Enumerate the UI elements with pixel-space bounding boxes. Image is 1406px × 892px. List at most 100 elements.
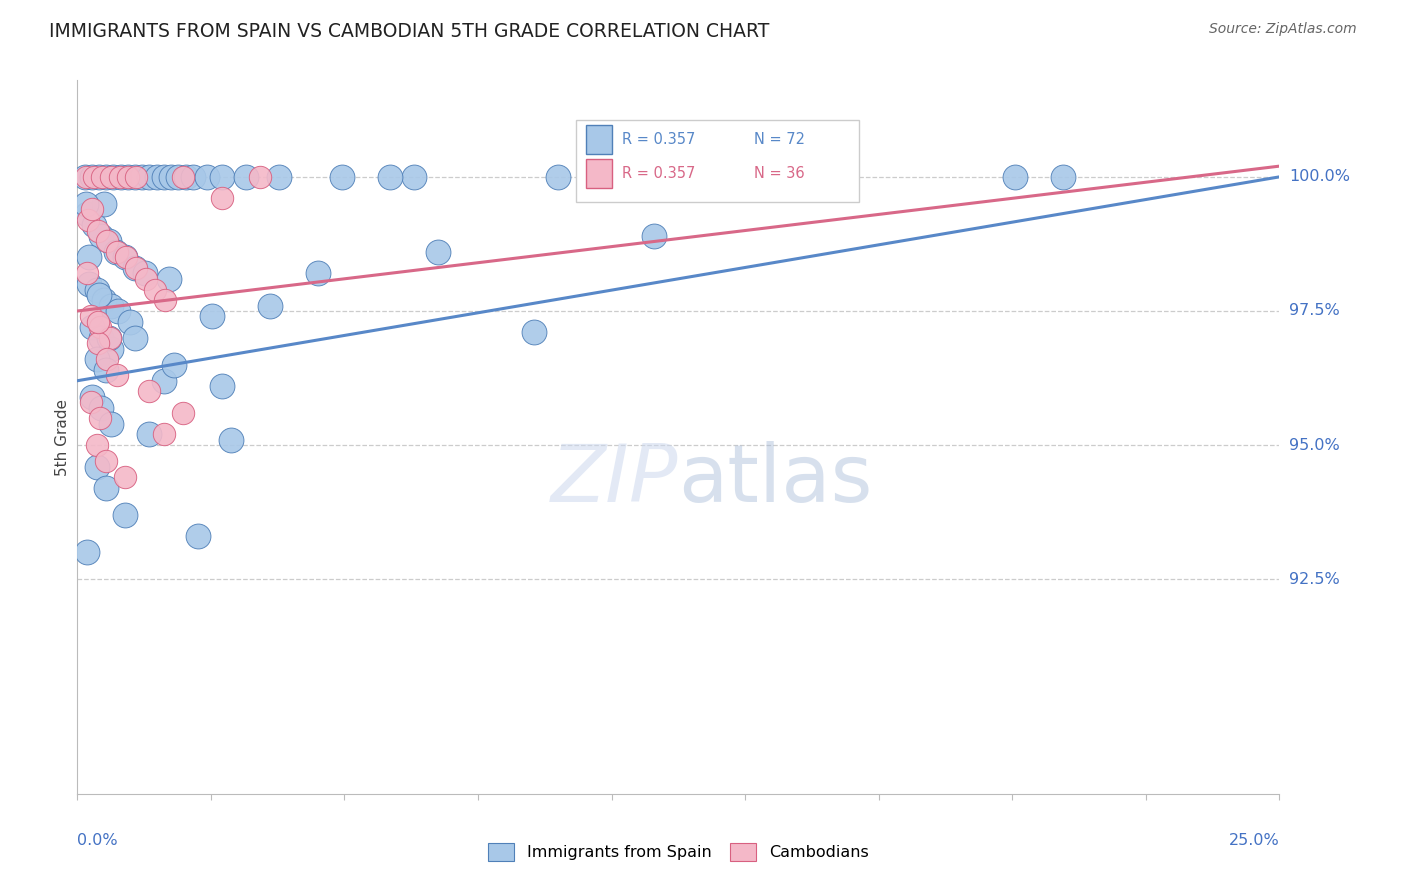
Text: 100.0%: 100.0% xyxy=(1289,169,1350,185)
Point xyxy=(96,169,118,184)
Point xyxy=(307,267,329,281)
Point xyxy=(138,169,160,184)
Bar xyxy=(586,125,612,153)
Point xyxy=(172,169,194,184)
Text: R = 0.357: R = 0.357 xyxy=(621,132,696,147)
Bar xyxy=(586,160,612,188)
Point xyxy=(153,374,176,388)
Point xyxy=(115,250,138,264)
Point xyxy=(235,169,257,184)
Point xyxy=(107,304,129,318)
Point xyxy=(211,379,233,393)
Text: 97.5%: 97.5% xyxy=(1289,303,1340,318)
Text: 95.0%: 95.0% xyxy=(1289,438,1340,452)
Point xyxy=(114,250,136,264)
Point xyxy=(105,368,128,383)
Point xyxy=(153,427,176,442)
Point xyxy=(103,169,125,184)
Point xyxy=(181,169,204,184)
Point xyxy=(76,545,98,559)
Point xyxy=(125,261,148,276)
Point xyxy=(153,293,176,308)
Point xyxy=(162,358,184,372)
Point xyxy=(105,244,128,259)
Text: 92.5%: 92.5% xyxy=(1289,572,1340,587)
Point xyxy=(763,169,786,184)
Legend: Immigrants from Spain, Cambodians: Immigrants from Spain, Cambodians xyxy=(488,844,869,861)
Point xyxy=(104,244,127,259)
Point xyxy=(86,336,108,351)
Point xyxy=(76,207,98,221)
Point xyxy=(249,169,271,184)
Text: atlas: atlas xyxy=(679,441,873,519)
Point xyxy=(86,223,108,237)
Text: 25.0%: 25.0% xyxy=(1229,833,1279,848)
Point xyxy=(135,272,157,286)
Point xyxy=(100,169,122,184)
Point xyxy=(120,315,142,329)
Point xyxy=(547,169,569,184)
Point xyxy=(86,438,108,452)
Text: IMMIGRANTS FROM SPAIN VS CAMBODIAN 5TH GRADE CORRELATION CHART: IMMIGRANTS FROM SPAIN VS CAMBODIAN 5TH G… xyxy=(49,22,769,41)
Point xyxy=(86,315,108,329)
Point xyxy=(134,267,156,281)
Point xyxy=(100,299,122,313)
Point xyxy=(117,169,139,184)
Text: Source: ZipAtlas.com: Source: ZipAtlas.com xyxy=(1209,22,1357,37)
Point xyxy=(131,169,153,184)
Y-axis label: 5th Grade: 5th Grade xyxy=(55,399,70,475)
Point xyxy=(145,169,167,184)
Point xyxy=(157,272,180,286)
Point xyxy=(80,320,103,334)
Point xyxy=(90,401,112,415)
Point xyxy=(100,342,122,356)
Point xyxy=(108,169,131,184)
Point xyxy=(75,196,97,211)
Point xyxy=(79,277,101,292)
Point xyxy=(378,169,401,184)
Point xyxy=(167,169,190,184)
Point xyxy=(86,283,108,297)
Point xyxy=(86,352,108,367)
Point xyxy=(172,406,194,420)
Point xyxy=(124,261,146,276)
Point xyxy=(174,169,197,184)
Point xyxy=(89,320,111,334)
Text: R = 0.357: R = 0.357 xyxy=(621,166,696,181)
Point xyxy=(219,433,242,447)
Point xyxy=(80,310,103,324)
Point xyxy=(79,250,101,264)
Point xyxy=(93,196,115,211)
Point xyxy=(77,212,100,227)
Point xyxy=(87,169,110,184)
Point xyxy=(76,267,98,281)
Point xyxy=(643,228,665,243)
Point xyxy=(1004,169,1026,184)
Point xyxy=(75,169,97,184)
Point xyxy=(80,169,103,184)
Point xyxy=(96,352,118,367)
Point xyxy=(330,169,353,184)
Point xyxy=(259,299,281,313)
Point xyxy=(96,363,118,377)
Point xyxy=(90,331,112,345)
Point xyxy=(86,459,108,474)
Point xyxy=(124,331,146,345)
Point xyxy=(97,234,120,248)
Point xyxy=(124,169,146,184)
Point xyxy=(83,169,105,184)
Point xyxy=(98,331,121,345)
Text: 0.0%: 0.0% xyxy=(77,833,118,848)
Point xyxy=(87,288,110,302)
FancyBboxPatch shape xyxy=(576,120,859,202)
Point xyxy=(402,169,425,184)
Text: N = 72: N = 72 xyxy=(754,132,806,147)
Point xyxy=(153,169,176,184)
Point xyxy=(138,384,160,399)
Point xyxy=(89,411,111,425)
Text: N = 36: N = 36 xyxy=(754,166,804,181)
Point xyxy=(114,508,136,522)
Point xyxy=(523,326,546,340)
Point xyxy=(114,470,136,484)
Point xyxy=(97,331,120,345)
